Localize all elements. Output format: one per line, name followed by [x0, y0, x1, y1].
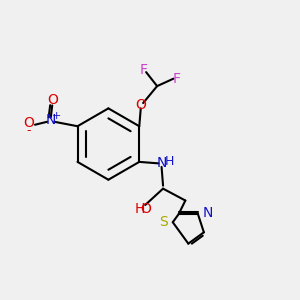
- Text: H: H: [164, 155, 174, 168]
- Text: N: N: [156, 156, 167, 170]
- Text: O: O: [24, 116, 34, 130]
- Text: H: H: [135, 202, 145, 216]
- Text: S: S: [160, 215, 168, 229]
- Text: F: F: [172, 72, 180, 86]
- Text: N: N: [46, 113, 56, 127]
- Text: O: O: [47, 93, 58, 107]
- Text: O: O: [140, 202, 151, 216]
- Text: N: N: [202, 206, 213, 220]
- Text: +: +: [51, 111, 61, 122]
- Text: F: F: [140, 63, 148, 77]
- Text: O: O: [135, 98, 146, 112]
- Text: -: -: [27, 124, 31, 136]
